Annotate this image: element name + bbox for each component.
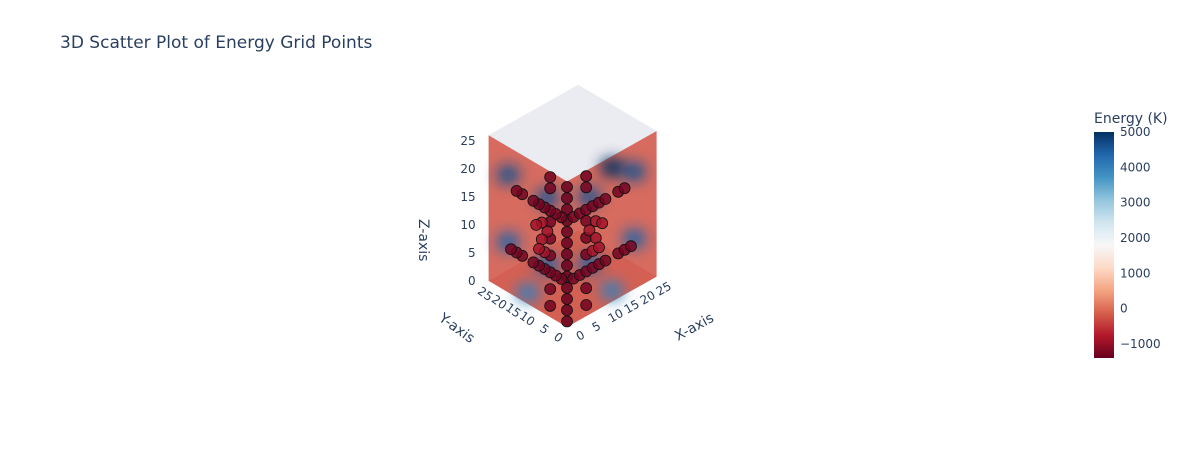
data-point [544, 283, 557, 296]
colorbar-ticks: 5000 4000 3000 2000 1000 0 −1000 [1120, 125, 1161, 351]
data-point [599, 254, 612, 267]
data-point [625, 240, 637, 253]
z-tick-label: 10 [460, 218, 475, 232]
data-point [561, 293, 573, 305]
cluster-blob [496, 164, 521, 185]
data-point [544, 299, 557, 312]
y-tick-label: 5 [537, 321, 551, 337]
data-point [561, 225, 573, 238]
colorbar-tick-label: 1000 [1120, 266, 1151, 280]
data-point [505, 243, 517, 256]
data-point [593, 241, 605, 254]
data-point [533, 242, 545, 255]
colorbar-tick-label: 5000 [1120, 125, 1151, 139]
data-point [561, 192, 573, 205]
z-tick-label: 20 [460, 162, 475, 176]
data-point [544, 171, 557, 184]
z-axis-title: Z-axis [415, 219, 431, 261]
z-tick-label: 25 [460, 134, 475, 148]
x-tick-label: 25 [654, 279, 674, 299]
colorbar: Energy (K) 5000 4000 3000 2000 1000 0 −1000 [1094, 111, 1168, 358]
cluster-blob [599, 157, 624, 178]
data-point [561, 248, 573, 261]
z-tick-label: 15 [460, 190, 475, 204]
data-point [580, 181, 593, 194]
data-point [596, 217, 609, 230]
cluster-blob [515, 282, 540, 303]
x-tick-label: 5 [590, 319, 603, 335]
data-points [505, 170, 637, 328]
chart-title: 3D Scatter Plot of Energy Grid Points [60, 33, 373, 53]
data-point [580, 282, 593, 295]
data-point [561, 259, 573, 272]
cluster-blob [599, 280, 624, 301]
colorbar-tick-label: 3000 [1120, 196, 1151, 210]
x-tick-label: 10 [606, 306, 626, 326]
cluster-blob [622, 161, 647, 182]
data-point [580, 170, 593, 183]
data-point [527, 194, 540, 207]
y-tick-label: 0 [551, 330, 565, 346]
colorbar-tick-label: 2000 [1120, 231, 1151, 245]
colorbar-tick-label: −1000 [1120, 337, 1161, 351]
data-point [583, 224, 596, 237]
data-point [561, 181, 573, 193]
face-top [488, 84, 657, 182]
z-tick-label: 0 [468, 274, 476, 288]
data-point [580, 299, 593, 311]
data-point [561, 304, 573, 317]
data-point [530, 218, 543, 231]
colorbar-tick-label: 0 [1120, 302, 1128, 316]
data-point [544, 182, 557, 195]
y-axis-title: Y-axis [435, 310, 478, 347]
z-tick-label: 5 [468, 246, 476, 260]
data-point [599, 193, 612, 205]
colorbar-title: Energy (K) [1094, 111, 1168, 127]
x-tick-label: 0 [574, 328, 587, 344]
cube-faces [488, 84, 657, 327]
colorbar-gradient [1094, 132, 1114, 358]
data-point [527, 256, 540, 269]
data-point [618, 182, 631, 195]
data-point [561, 237, 573, 249]
x-tick-label: 20 [638, 288, 658, 308]
data-point [510, 184, 523, 197]
x-axis-title: X-axis [672, 310, 716, 344]
x-tick-label: 15 [622, 297, 642, 317]
data-point [561, 315, 573, 328]
colorbar-tick-label: 4000 [1120, 160, 1151, 174]
